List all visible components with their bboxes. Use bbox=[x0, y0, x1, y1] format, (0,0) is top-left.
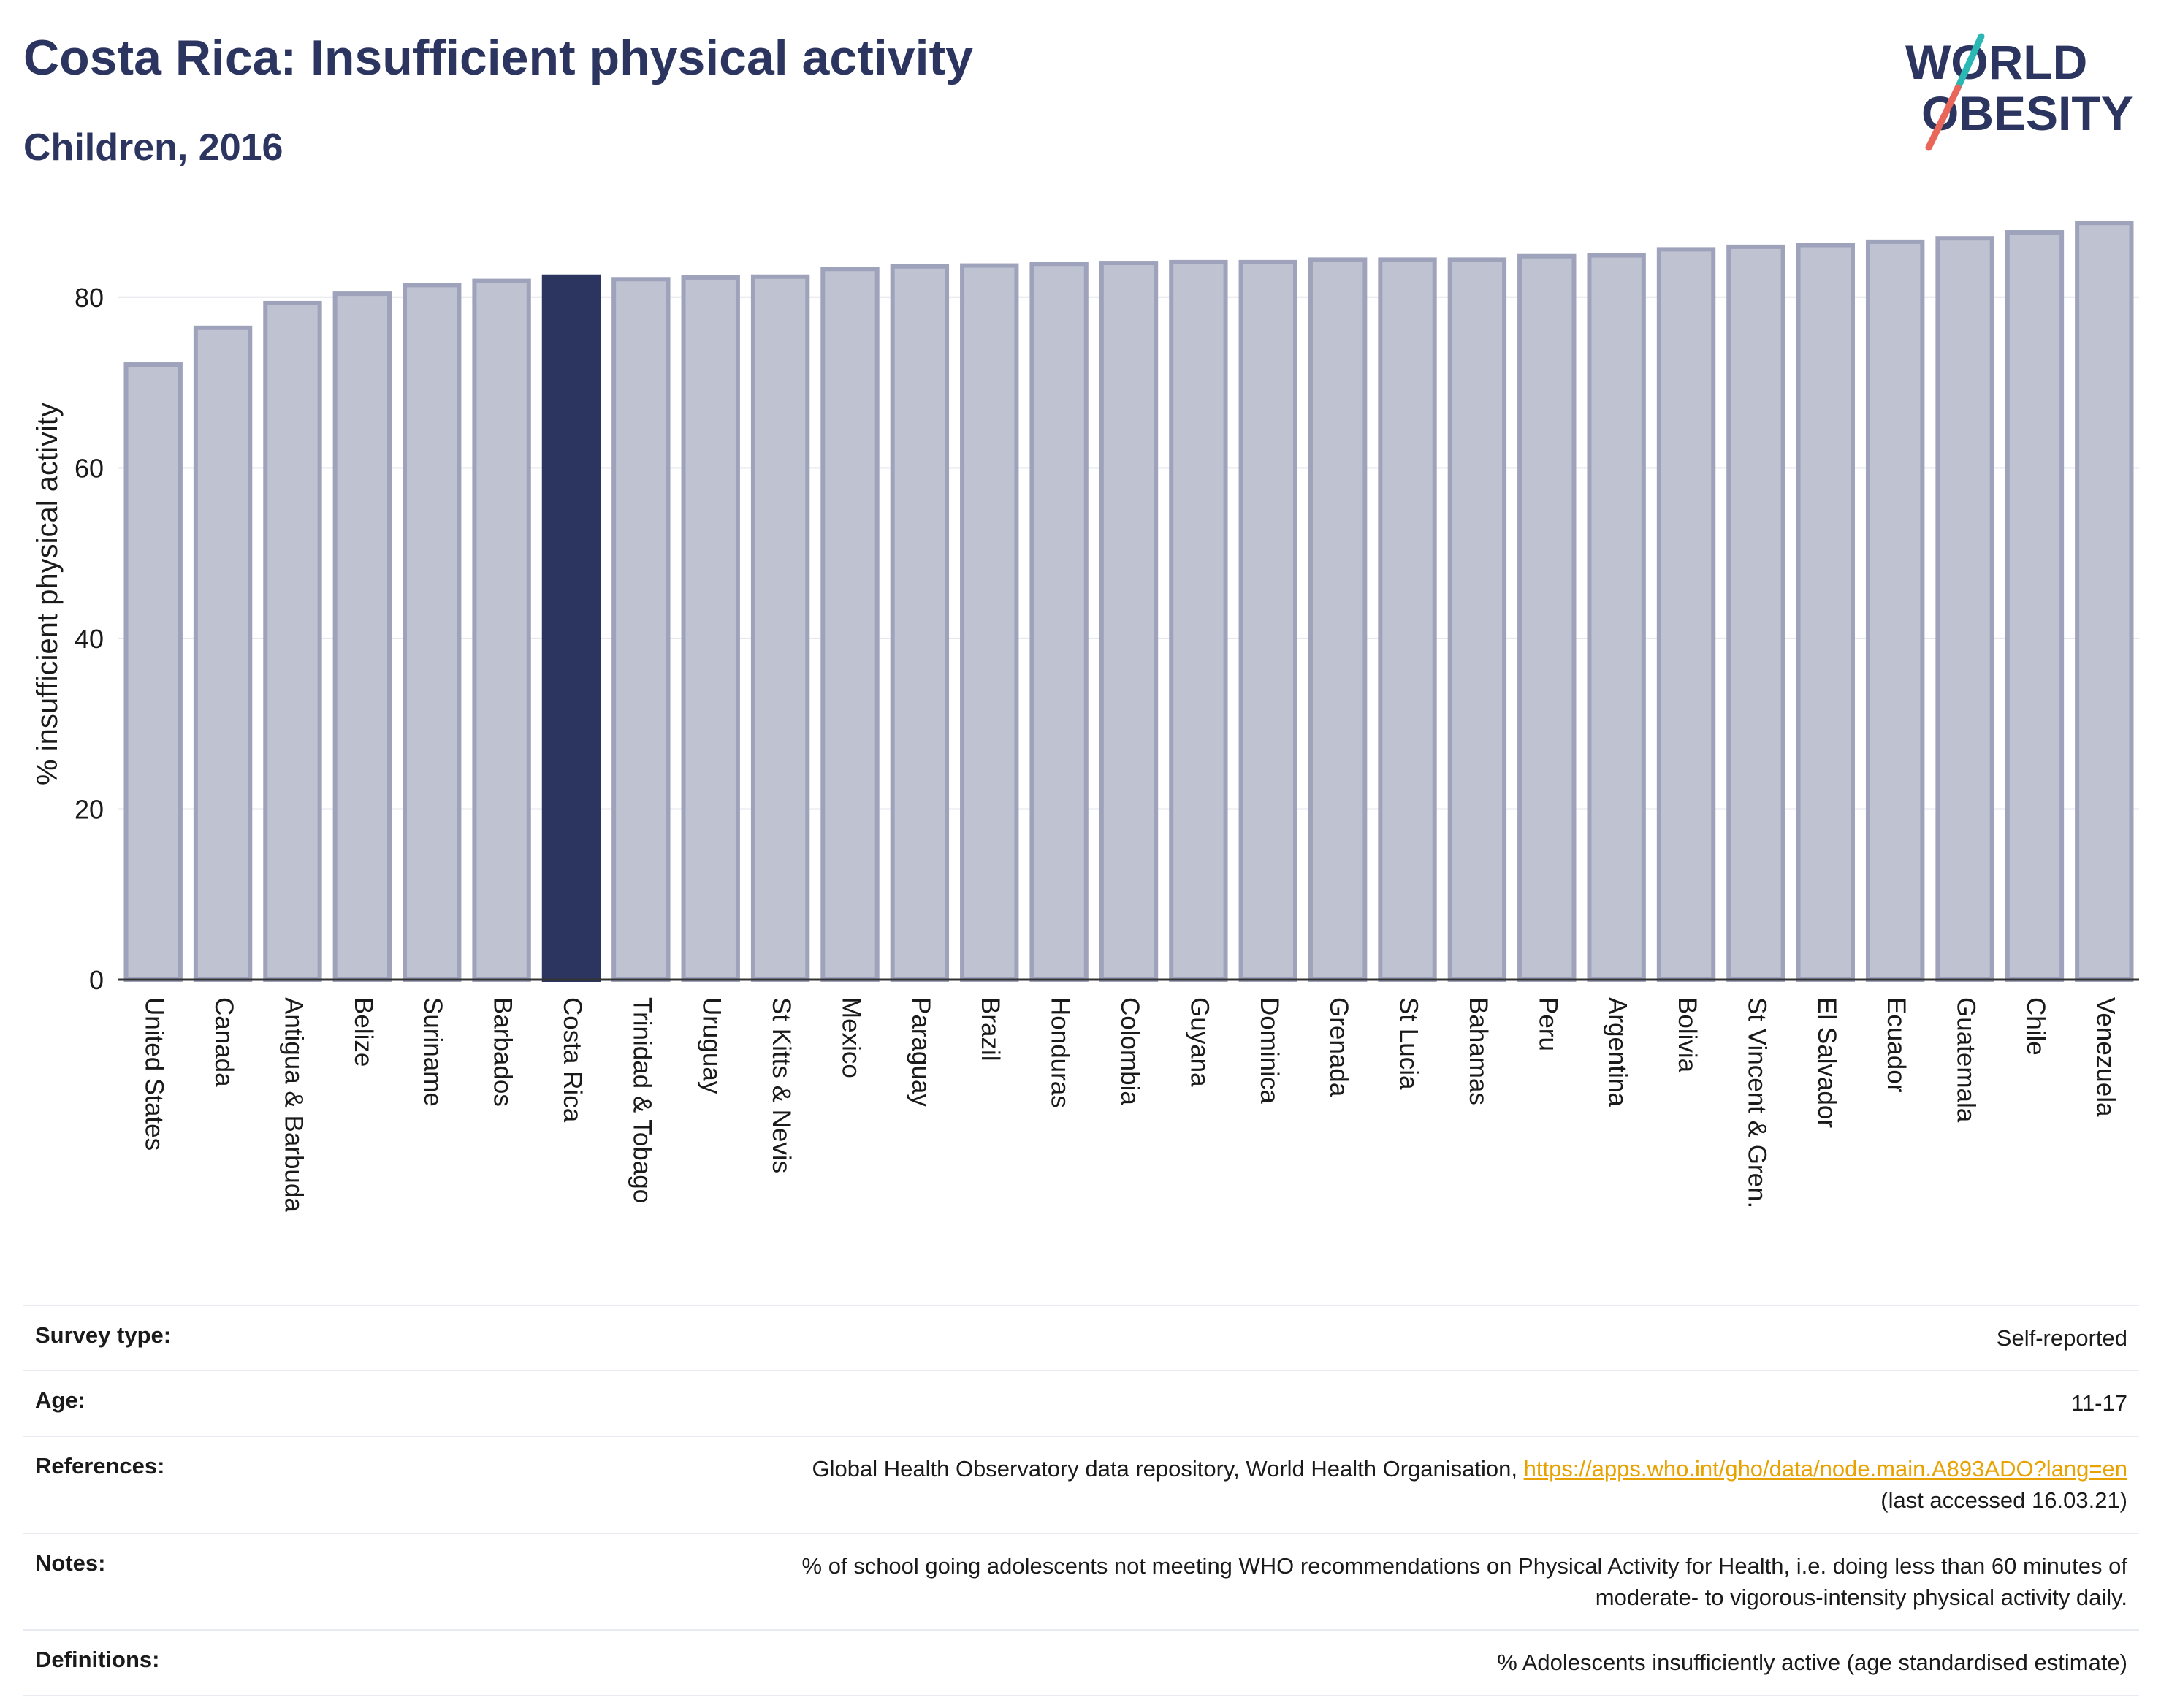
info-row-definitions: Definitions: % Adolescents insufficientl… bbox=[23, 1629, 2139, 1696]
bar-paraguay bbox=[890, 264, 950, 982]
y-tick-label: 80 bbox=[75, 283, 104, 313]
bar-costa-rica bbox=[541, 274, 601, 982]
notes-line-2: moderate- to vigorous-intensity physical… bbox=[1595, 1584, 2127, 1610]
y-tick-labels: 0 20 40 60 80 bbox=[75, 283, 104, 995]
bar-dominica bbox=[1238, 259, 1297, 983]
info-table: Survey type: Self-reported Age: 11-17 Re… bbox=[23, 1304, 2139, 1696]
bar-mexico bbox=[820, 267, 880, 983]
x-tick-label: Venezuela bbox=[2091, 997, 2119, 1117]
bar-uruguay bbox=[681, 275, 740, 982]
x-tick-label: Dominica bbox=[1255, 997, 1284, 1104]
bar-grenada bbox=[1308, 257, 1368, 982]
x-tick-label: Guatemala bbox=[1952, 997, 1981, 1123]
bar-guatemala bbox=[1935, 236, 1994, 982]
x-tick-label: Trinidad & Tobago bbox=[628, 997, 656, 1203]
x-tick-label: Bahamas bbox=[1464, 997, 1493, 1105]
x-tick-label: Belize bbox=[349, 997, 378, 1067]
references-link[interactable]: https://apps.who.int/gho/data/node.main.… bbox=[1523, 1455, 2127, 1482]
definitions-value: % Adolescents insufficiently active (age… bbox=[324, 1629, 2139, 1696]
x-tick-label: United States bbox=[140, 997, 169, 1151]
chart-title: Costa Rica: Insufficient physical activi… bbox=[23, 30, 973, 85]
x-tick-label: Peru bbox=[1533, 997, 1562, 1051]
y-tick-label: 40 bbox=[75, 624, 104, 654]
references-label: References: bbox=[23, 1435, 324, 1533]
x-tick-label: St Lucia bbox=[1395, 997, 1423, 1090]
bar-honduras bbox=[1029, 262, 1089, 982]
bar-st-vincent-gren- bbox=[1726, 244, 1785, 982]
bar-ecuador bbox=[1865, 239, 1925, 983]
x-tick-label: Costa Rica bbox=[558, 997, 587, 1123]
bar-barbados bbox=[472, 278, 531, 982]
bar-trinidad-tobago bbox=[611, 277, 671, 982]
bar-el-salvador bbox=[1796, 243, 1855, 982]
bar-brazil bbox=[960, 263, 1019, 982]
y-axis-label: % insufficient physical activity bbox=[31, 403, 64, 785]
x-tick-label: Chile bbox=[2021, 997, 2050, 1056]
x-tick-label: Bolivia bbox=[1673, 997, 1701, 1073]
bar-venezuela bbox=[2075, 221, 2134, 982]
x-tick-label: St Vincent & Gren. bbox=[1742, 997, 1771, 1208]
x-tick-labels: United States Canada Antigua & Barbuda Beli… bbox=[140, 997, 2120, 1212]
references-note: (last accessed 16.03.21) bbox=[1880, 1487, 2127, 1514]
bar-st-kitts-nevis bbox=[750, 274, 810, 982]
bar-bahamas bbox=[1447, 257, 1507, 982]
x-tick-label: Suriname bbox=[419, 997, 447, 1107]
age-value: 11-17 bbox=[324, 1370, 2139, 1436]
bar-antigua-barbuda bbox=[263, 300, 322, 982]
svg-text:WORLD: WORLD bbox=[1905, 35, 2087, 89]
bar-united-states bbox=[123, 362, 183, 982]
x-tick-label: Grenada bbox=[1325, 997, 1353, 1097]
survey-type-label: Survey type: bbox=[23, 1304, 324, 1371]
bar-st-lucia bbox=[1378, 257, 1437, 982]
y-tick-label: 0 bbox=[89, 965, 104, 995]
survey-type-value: Self-reported bbox=[324, 1304, 2139, 1371]
x-tick-label: Ecuador bbox=[1882, 997, 1910, 1093]
bar-bolivia bbox=[1656, 247, 1716, 983]
bars bbox=[123, 221, 2134, 983]
x-tick-label: Honduras bbox=[1046, 997, 1075, 1108]
bar-colombia bbox=[1099, 261, 1159, 983]
notes-value: % of school going adolescents not meetin… bbox=[324, 1532, 2139, 1631]
x-tick-label: El Salvador bbox=[1813, 997, 1841, 1128]
x-tick-label: Canada bbox=[210, 997, 238, 1087]
x-tick-label: Guyana bbox=[1185, 997, 1213, 1087]
info-row-age: Age: 11-17 bbox=[23, 1370, 2139, 1436]
x-tick-label: Uruguay bbox=[698, 997, 726, 1094]
info-row-survey-type: Survey type: Self-reported bbox=[23, 1304, 2139, 1371]
world-obesity-logo: WORLD OBESITY bbox=[1905, 33, 2133, 151]
definitions-label: Definitions: bbox=[23, 1629, 324, 1696]
x-tick-label: Mexico bbox=[836, 997, 865, 1078]
chart-subtitle: Children, 2016 bbox=[23, 126, 283, 169]
bar-canada bbox=[193, 325, 253, 983]
bar-suriname bbox=[403, 283, 462, 982]
bar-peru bbox=[1517, 253, 1577, 983]
x-tick-label: Antigua & Barbuda bbox=[279, 997, 308, 1212]
notes-line-1: % of school going adolescents not meetin… bbox=[801, 1552, 2127, 1579]
references-text: Global Health Observatory data repositor… bbox=[812, 1455, 1517, 1482]
bar-chile bbox=[2005, 230, 2065, 982]
x-tick-label: Argentina bbox=[1604, 997, 1632, 1107]
y-tick-label: 60 bbox=[75, 453, 104, 483]
info-row-notes: Notes: % of school going adolescents not… bbox=[23, 1532, 2139, 1631]
info-row-references: References: Global Health Observatory da… bbox=[23, 1435, 2139, 1533]
bar-argentina bbox=[1587, 253, 1646, 983]
x-tick-label: Colombia bbox=[1116, 997, 1144, 1105]
y-tick-label: 20 bbox=[75, 794, 104, 824]
bar-belize bbox=[332, 291, 392, 982]
age-label: Age: bbox=[23, 1370, 324, 1436]
references-value: Global Health Observatory data repositor… bbox=[324, 1435, 2139, 1533]
bar-chart: 0 20 40 60 80 United States Canada Antigua & B… bbox=[31, 221, 2139, 1212]
bar-guyana bbox=[1169, 259, 1228, 983]
x-tick-label: Brazil bbox=[976, 997, 1005, 1061]
x-tick-label: St Kitts & Nevis bbox=[767, 997, 796, 1173]
notes-label: Notes: bbox=[23, 1532, 324, 1631]
x-tick-label: Paraguay bbox=[907, 997, 935, 1107]
x-tick-label: Barbados bbox=[489, 997, 517, 1107]
